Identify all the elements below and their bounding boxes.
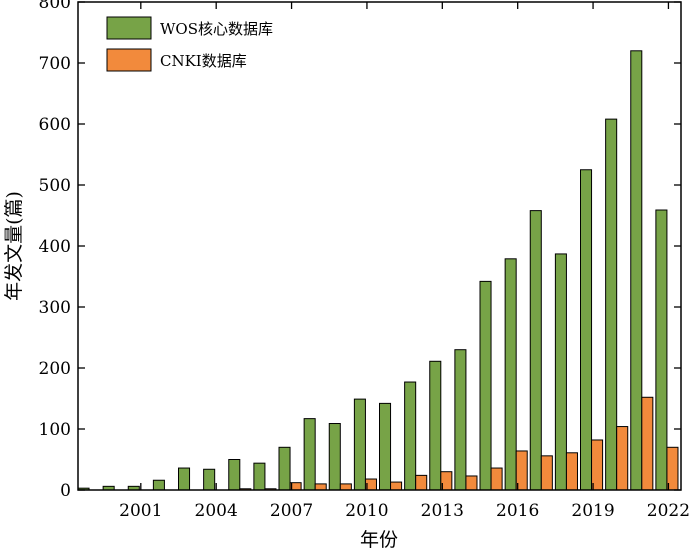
wos-bar-2002 <box>152 479 165 491</box>
x-tick-label: 2010 <box>345 501 388 521</box>
wos-bar-2015 <box>479 280 492 491</box>
y-tick-label: 0 <box>60 481 71 501</box>
wos-bar-2009 <box>328 423 341 491</box>
wos-bar-2018 <box>554 253 567 491</box>
cnki-bar-2015 <box>490 467 503 491</box>
x-tick-label: 2013 <box>421 501 464 521</box>
wos-bar-2017 <box>529 210 542 491</box>
cnki-bar-2008 <box>314 483 327 491</box>
legend-label: CNKI数据库 <box>160 52 247 70</box>
y-tick-label: 800 <box>39 0 71 13</box>
y-tick-label: 700 <box>39 54 71 74</box>
cnki-bar-2021 <box>641 396 654 491</box>
x-tick-label: 2016 <box>496 501 539 521</box>
y-axis: 0 100 200 300 400 500 600 700 800 <box>39 0 681 501</box>
cnki-bar-2009 <box>339 483 352 491</box>
wos-bar-2011 <box>379 402 392 491</box>
wos-bar-2019 <box>580 169 593 491</box>
x-axis-title: 年份 <box>360 529 398 551</box>
wos-bar-2007 <box>278 446 291 491</box>
wos-bar-2016 <box>504 258 517 491</box>
x-tick-label: 2019 <box>571 501 614 521</box>
x-tick-label: 2007 <box>270 501 313 521</box>
y-tick-label: 300 <box>39 298 71 318</box>
cnki-bar-2019 <box>591 439 604 491</box>
wos-bar-2013 <box>429 360 442 491</box>
cnki-bar-2014 <box>465 475 478 491</box>
bars-layer <box>77 50 679 491</box>
x-tick-label: 2022 <box>647 501 690 521</box>
cnki-bar-2018 <box>565 452 578 491</box>
wos-bar-2010 <box>353 398 366 491</box>
y-axis-title: 年发文量(篇) <box>3 191 25 301</box>
y-tick-label: 100 <box>39 420 71 440</box>
legend-swatch <box>106 16 152 40</box>
wos-bar-2004 <box>203 468 216 491</box>
cnki-bar-2017 <box>540 455 553 491</box>
legend-swatch <box>106 48 152 72</box>
x-axis: 2001 2004 2007 2010 2013 2016 2019 2022 <box>119 2 690 521</box>
legend-label: WOS核心数据库 <box>160 20 273 38</box>
x-tick-label: 2004 <box>195 501 238 521</box>
wos-bar-2008 <box>303 418 316 491</box>
y-tick-label: 500 <box>39 176 71 196</box>
wos-bar-2003 <box>178 467 191 491</box>
wos-bar-2012 <box>404 381 417 491</box>
cnki-bar-2011 <box>390 481 403 491</box>
wos-bar-2020 <box>605 118 618 491</box>
y-tick-label: 600 <box>39 115 71 135</box>
legend: WOS核心数据库 CNKI数据库 <box>106 16 273 72</box>
wos-bar-2014 <box>454 349 467 491</box>
wos-bar-2005 <box>228 459 241 491</box>
wos-bar-2021 <box>630 50 643 491</box>
y-tick-label: 200 <box>39 359 71 379</box>
wos-bar-2022 <box>655 209 668 491</box>
cnki-bar-2020 <box>616 426 629 491</box>
x-tick-label: 2001 <box>119 501 162 521</box>
cnki-bar-2012 <box>415 474 428 491</box>
y-tick-label: 400 <box>39 237 71 257</box>
wos-bar-2006 <box>253 462 266 491</box>
